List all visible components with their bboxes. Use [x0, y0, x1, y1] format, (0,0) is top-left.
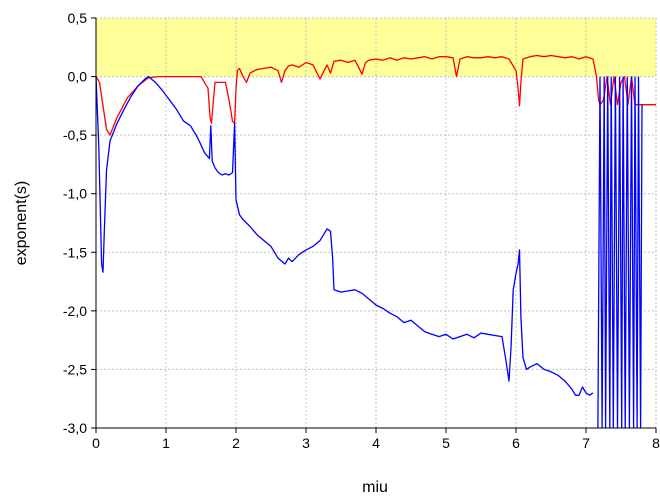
grid-layer — [95, 17, 657, 429]
x-tick-label: 3 — [302, 435, 310, 451]
y-tick-label: 0,0 — [68, 69, 88, 85]
y-tick-label: -3,0 — [63, 420, 87, 436]
y-tick-label: -1,5 — [63, 244, 87, 260]
y-tick-label: -2,0 — [63, 303, 87, 319]
x-tick-label: 1 — [162, 435, 170, 451]
x-tick-label: 5 — [442, 435, 450, 451]
y-tick-label: -2,5 — [63, 361, 87, 377]
y-tick-label: -1,0 — [63, 186, 87, 202]
series-layer — [95, 54, 656, 429]
series-line-blue — [95, 75, 594, 396]
tick-label-layer: 0 1 2 3 4 5 6 7 8 0,5 0,0 -0,5 -1,0 -1,5 -2,0 -2,5 -3,0 — [63, 10, 660, 451]
series-oscillation-blue — [597, 76, 643, 429]
x-tick-label: 2 — [232, 435, 240, 451]
x-tick-label: 0 — [92, 435, 100, 451]
x-axis-label: miu — [362, 479, 388, 496]
y-tick-label: 0,5 — [68, 10, 88, 26]
series-line-red — [95, 54, 656, 136]
x-tick-label: 8 — [652, 435, 660, 451]
y-tick-label: -0,5 — [63, 127, 87, 143]
x-tick-label: 7 — [582, 435, 590, 451]
x-tick-label: 4 — [372, 435, 380, 451]
x-tick-label: 6 — [512, 435, 520, 451]
axis-layer — [91, 17, 657, 433]
y-axis-label: exponent(s) — [13, 181, 30, 266]
